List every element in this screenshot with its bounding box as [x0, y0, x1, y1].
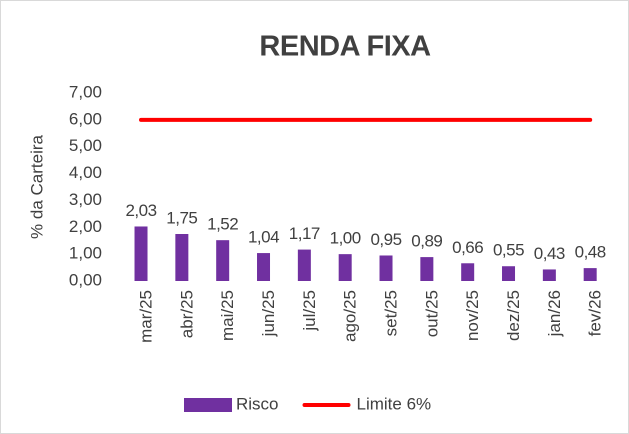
y-tick-label: 6,00: [69, 109, 102, 128]
x-tick-label: mai/25: [218, 290, 237, 341]
y-tick-label: 3,00: [69, 190, 102, 209]
data-label: 0,95: [370, 230, 401, 249]
x-tick-label: abr/25: [177, 290, 196, 338]
y-axis-label: % da Carteira: [27, 134, 46, 238]
bar: [297, 249, 311, 281]
y-tick-label: 0,00: [69, 270, 102, 289]
x-tick-label: out/25: [422, 290, 441, 337]
bar: [420, 257, 434, 281]
chart-title: RENDA FIXA: [259, 31, 431, 63]
x-tick-label: jul/25: [300, 290, 319, 332]
y-tick-label: 4,00: [69, 163, 102, 182]
x-tick-label: jun/25: [259, 290, 278, 337]
data-label: 0,55: [493, 241, 524, 260]
data-label: 1,52: [207, 215, 238, 234]
bar: [175, 234, 189, 281]
x-tick-label: set/25: [382, 290, 401, 336]
bar: [583, 268, 597, 281]
bar: [461, 263, 475, 281]
legend-label: Limite 6%: [357, 394, 432, 413]
data-label: 0,43: [534, 244, 565, 263]
data-label: 0,48: [575, 243, 606, 262]
x-tick-label: ago/25: [341, 290, 360, 342]
bar: [257, 253, 271, 281]
x-tick-label: jan/26: [545, 290, 564, 337]
y-tick-label: 5,00: [69, 136, 102, 155]
x-tick-label: fev/26: [586, 290, 605, 336]
x-tick-label: mar/25: [137, 290, 156, 343]
bar: [338, 254, 352, 281]
data-label: 1,75: [166, 208, 197, 227]
x-tick-label: dez/25: [504, 290, 523, 341]
x-tick-label: nov/25: [463, 290, 482, 341]
bar: [502, 266, 516, 281]
y-tick-label: 1,00: [69, 244, 102, 263]
legend-label: Risco: [236, 394, 279, 413]
data-label: 1,00: [330, 229, 361, 248]
data-label: 1,17: [289, 224, 320, 243]
bar: [379, 255, 393, 281]
bar: [216, 240, 230, 281]
data-label: 1,04: [248, 228, 279, 247]
bar: [542, 269, 556, 281]
y-tick-label: 7,00: [69, 82, 102, 101]
data-label: 0,66: [452, 238, 483, 257]
y-tick-label: 2,00: [69, 217, 102, 236]
bar: [134, 226, 148, 281]
data-label: 0,89: [411, 232, 442, 251]
legend-swatch: [184, 398, 232, 412]
data-label: 2,03: [125, 201, 156, 220]
